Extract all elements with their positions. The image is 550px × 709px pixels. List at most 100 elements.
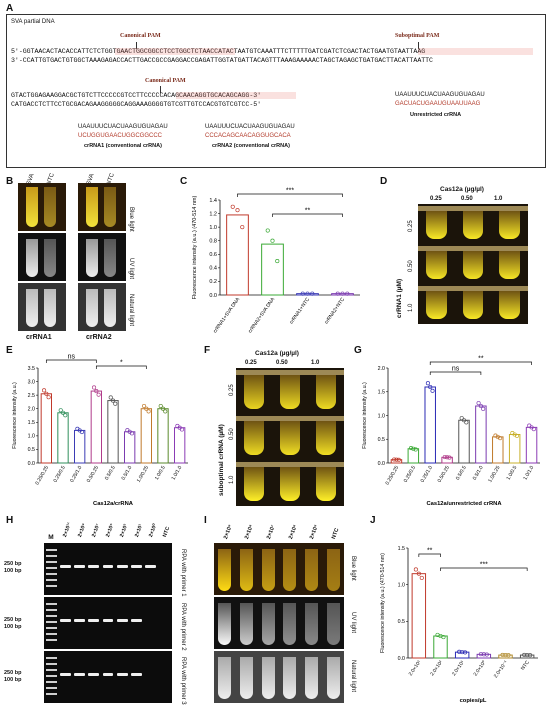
crrna2-line1: UAAUUUCUACUAAGUGUAGAU [205,124,295,130]
data-point [528,653,533,658]
bar [458,419,470,464]
dna2-strand-top: GTACTGGAGAAGGACGCTGTCTTCCCCCGTCCTTCCCCCA… [11,92,262,99]
tube [261,603,275,645]
x-tick-label: NTC [520,659,531,671]
sig-bracket [272,213,343,217]
x-tick-label: crRNA2+SVA DNA [247,296,276,334]
data-point [419,575,424,580]
sig-label: * [120,360,123,367]
data-point [179,427,184,432]
y-tick-label: 1.0 [398,582,405,588]
sig-label: *** [480,562,488,569]
plate-well [462,291,484,319]
ladder-band [45,663,57,665]
plate-well [279,421,301,455]
x-tick-label: 2.0×10³ [408,659,423,677]
x-axis-label: Cas12a/crRNA [93,501,134,507]
data-point [42,388,47,393]
sig-bracket [95,365,147,369]
data-point [447,455,452,460]
data-point [394,457,399,462]
sig-bracket [45,359,97,363]
photo-uv-crrna2 [78,233,126,281]
plate-well [499,251,520,279]
data-point [392,457,397,462]
ladder-band [45,609,57,611]
x-tick-label: 2.0×10⁻¹ [493,659,509,679]
group-label-crrna2: crRNA2 [86,334,112,341]
panel-b-label: B [6,176,14,187]
gel-lane-label: 2×10⁵ [105,522,116,539]
suboptimal-pam-label: Suboptimal PAM [395,33,440,39]
data-point [92,385,97,390]
panel-j-label: J [370,515,376,526]
panel-g-label: G [354,345,362,356]
data-point [335,291,340,296]
y-tick-label: 0.5 [28,447,35,453]
pcr-band [116,619,128,622]
bar [40,393,53,464]
pcr-band [102,565,114,568]
y-tick-label: 1.2 [209,211,217,217]
pcr-band [116,565,128,568]
tube [218,603,232,645]
rpa-label: RPA with primer 1 [180,549,186,597]
data-point [58,408,63,413]
plate-well [499,211,520,239]
data-point [94,389,99,394]
tube [86,239,98,277]
data-point [463,650,468,655]
gel-images [44,543,172,705]
plate-well [243,467,265,501]
bar [407,448,420,464]
data-point [129,431,134,436]
x-tick-label: 2.0×10⁰ [473,660,488,678]
ladder-band [45,567,57,569]
tube [240,657,253,699]
data-point [525,653,530,658]
bar [475,405,487,464]
x-tick-label: 0.5/0.5 [455,465,468,481]
y-tick-label: 0.6 [209,252,217,258]
data-point [110,398,116,403]
tube-lane-label: 2×10⁹ [222,523,234,541]
y-tick-label: 0.4 [209,266,217,272]
bar [124,431,136,464]
plate-col-label: 1.0 [311,360,320,366]
bar [226,214,249,296]
x-tick-label: 0.5/1.0 [121,465,134,481]
canonical-pam-label-2: Canonical PAM [145,78,186,84]
crrna2-line2: CCCACAGCAACAGGUGCACA [205,133,291,139]
ladder-band [45,555,57,557]
pcr-band [88,673,100,676]
y-tick-label: 0.0 [28,461,35,467]
ladder-band [45,693,57,695]
panel-a-label: A [6,3,14,14]
plate-side-label: crRNA1 (µM) [396,278,403,318]
photo-blue-crrna1 [18,183,66,231]
light-label: Blue light [128,207,134,232]
x-tick-label: 1.0/1.0 [171,465,184,481]
pcr-band [88,619,100,622]
tube [104,239,116,277]
y-tick-label: 0.0 [378,461,385,467]
plate-row-label: 1.0 [229,475,235,484]
tube-photo [214,543,344,595]
pam-arrow [418,42,419,49]
sig-label: *** [286,188,294,195]
dna-strand-bottom: 3'-CCATTGTGACTGTGGCTAAAGAGACCACTTGACCGCC… [11,57,433,64]
light-label: Natural light [350,660,356,693]
unrestricted-crrna-line1: UAAUUUCUACUAAGUGUAGAU [395,92,485,98]
x-tick-label: 0.25/0.5 [403,465,417,484]
data-point [531,427,536,432]
data-point [160,406,166,411]
data-point [478,652,483,657]
tube-photos [214,543,344,705]
data-point [522,652,527,657]
data-point [310,291,315,296]
plate-row [236,416,344,421]
x-tick-label: 0.25/1.0 [69,465,83,484]
data-point [514,433,520,438]
tube [218,657,232,699]
